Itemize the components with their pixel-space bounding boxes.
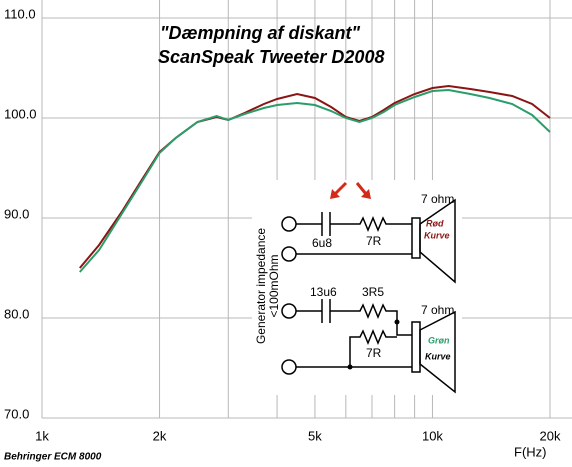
chart-title: "Dæmpning af diskant" bbox=[160, 23, 361, 43]
curve-label: Kurve bbox=[424, 230, 450, 240]
x-tick-label: 5k bbox=[308, 428, 322, 443]
y-tick-label: 100.0 bbox=[4, 106, 37, 121]
resistor-label: 3R5 bbox=[362, 285, 384, 299]
chart-subtitle: ScanSpeak Tweeter D2008 bbox=[158, 47, 384, 67]
x-tick-label: 1k bbox=[35, 428, 49, 443]
footnote: Behringer ECM 8000 bbox=[4, 452, 102, 463]
y-tick-label: 80.0 bbox=[4, 306, 29, 321]
schematic-background bbox=[252, 180, 462, 395]
curve-label: Kurve bbox=[425, 351, 451, 361]
top-circuit bbox=[281, 198, 456, 284]
arrows bbox=[330, 181, 371, 199]
y-tick-label: 70.0 bbox=[4, 406, 29, 421]
curve-label: Grøn bbox=[428, 335, 450, 345]
x-axis-label: F(Hz) bbox=[514, 444, 547, 459]
x-tick-label: 10k bbox=[422, 428, 443, 443]
x-tick-label: 20k bbox=[540, 428, 561, 443]
generator-impedance: <100mOhm bbox=[267, 254, 281, 317]
y-tick-label: 110.0 bbox=[4, 6, 36, 21]
schematic: Generator impedance <100mOhm 6u8 7R 7 oh… bbox=[252, 180, 462, 395]
y-tick-label: 90.0 bbox=[4, 206, 29, 221]
junction bbox=[394, 319, 400, 325]
x-tick-label: 2k bbox=[153, 428, 167, 443]
capacitor-label: 13u6 bbox=[310, 285, 337, 299]
bottom-circuit bbox=[281, 299, 456, 394]
resistor-label: 7R bbox=[366, 234, 382, 248]
capacitor-label: 6u8 bbox=[312, 236, 332, 250]
speaker-label: 7 ohm bbox=[421, 303, 454, 317]
data-line bbox=[79, 88, 551, 273]
speaker-label: 7 ohm bbox=[421, 192, 454, 206]
generator-label: Generator impedance bbox=[254, 228, 268, 344]
curve-label: Rød bbox=[426, 218, 444, 228]
resistor-label: 7R bbox=[366, 346, 382, 360]
junction bbox=[347, 364, 353, 370]
